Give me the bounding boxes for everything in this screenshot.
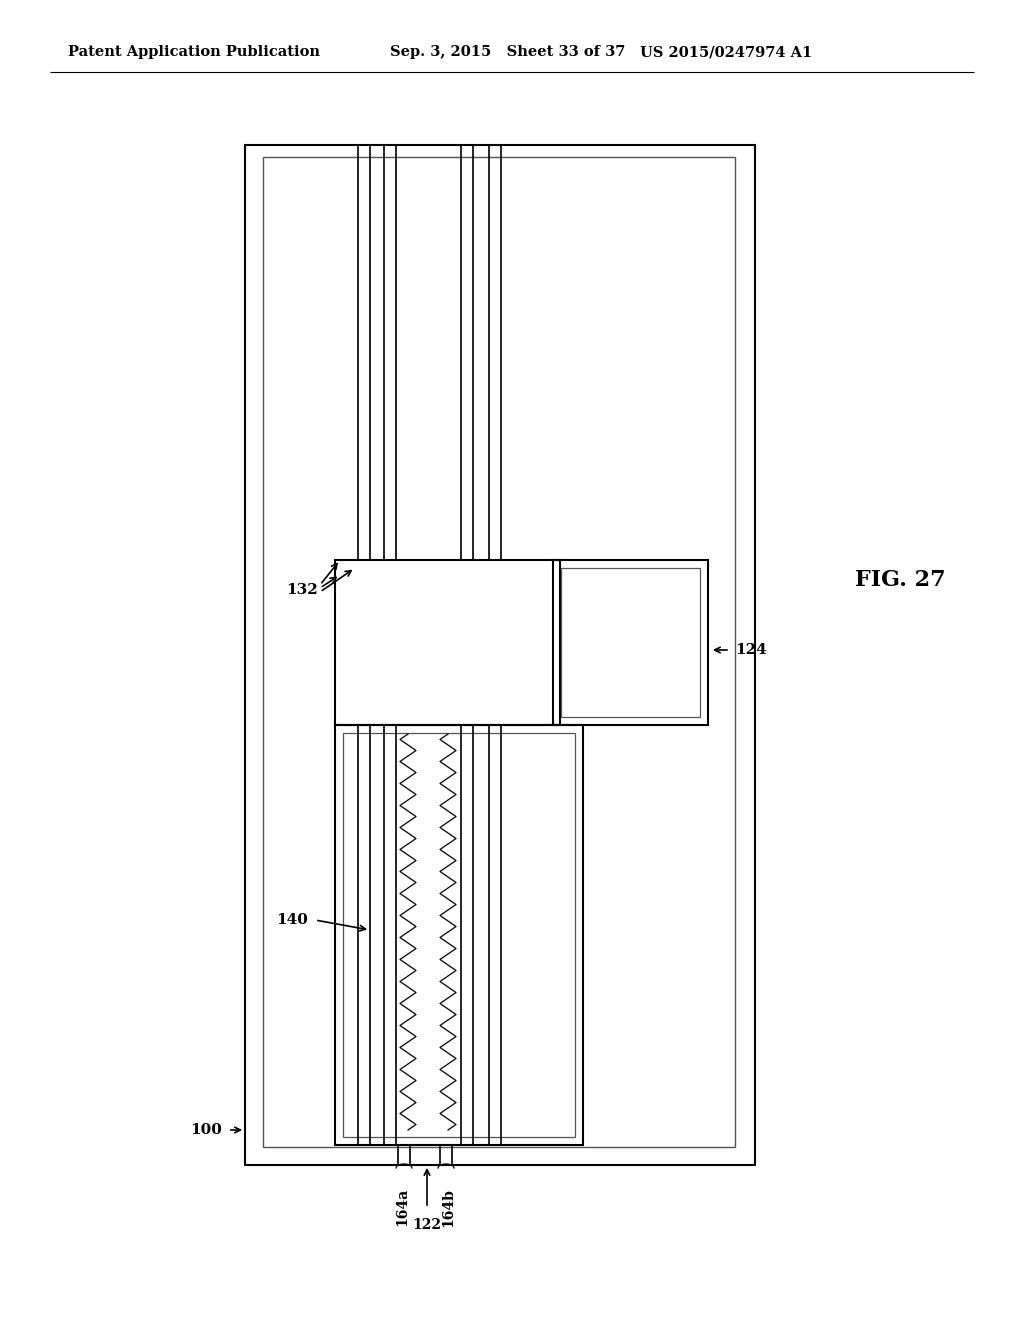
Text: 122: 122 [413,1218,441,1232]
Bar [561,568,700,717]
Text: 164a: 164a [395,1188,409,1226]
Bar [263,157,735,1147]
Text: 132: 132 [287,583,318,597]
Bar [343,733,575,1137]
Text: 124: 124 [735,643,767,657]
Text: US 2015/0247974 A1: US 2015/0247974 A1 [640,45,812,59]
Text: 100: 100 [190,1123,222,1137]
Bar [335,725,583,1144]
Text: 140: 140 [276,913,308,927]
Bar [553,560,708,725]
Bar [335,560,560,725]
Text: Patent Application Publication: Patent Application Publication [68,45,319,59]
Text: FIG. 27: FIG. 27 [855,569,945,591]
Bar [245,145,755,1166]
Text: Sep. 3, 2015   Sheet 33 of 37: Sep. 3, 2015 Sheet 33 of 37 [390,45,626,59]
Text: 164b: 164b [441,1188,455,1226]
